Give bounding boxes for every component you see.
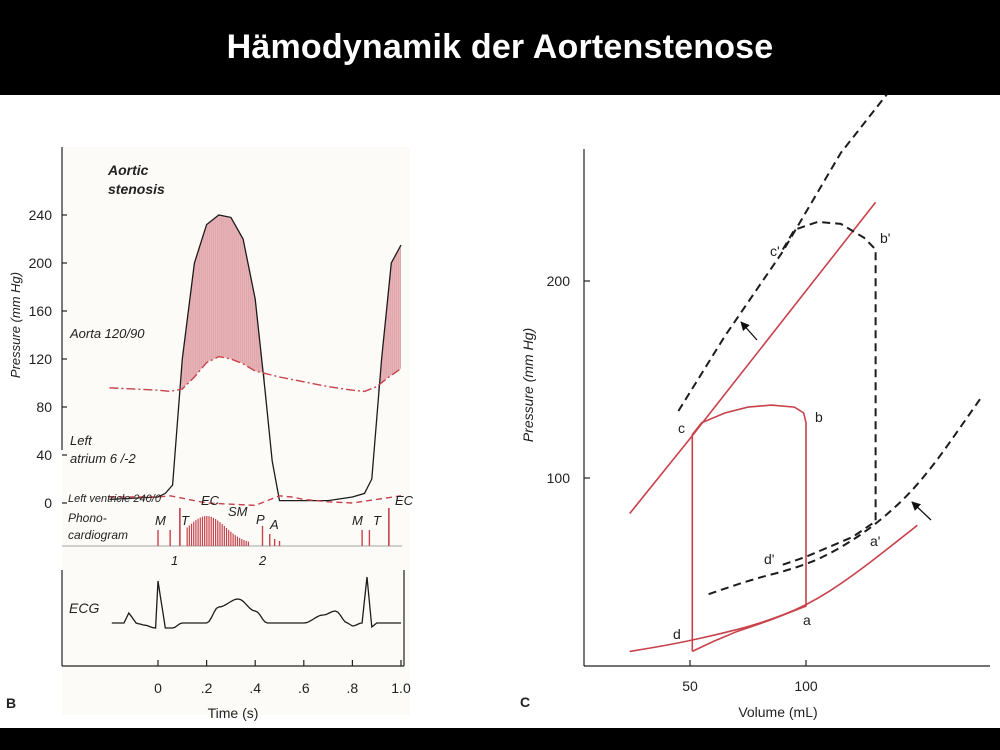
marker-m2: M bbox=[352, 513, 363, 528]
panel-c-pressure-volume: 200 100 50 100 Pressure (mm Hg) Volume (mL… bbox=[520, 93, 990, 720]
point-b: b bbox=[815, 409, 823, 425]
c-y-ticks: 200 100 bbox=[547, 273, 590, 486]
normal-espvr-line bbox=[629, 201, 877, 515]
marker-a: A bbox=[269, 517, 279, 532]
point-d-prime: d' bbox=[764, 551, 774, 567]
left-ventricle-label: Left ventricle 240/0 bbox=[68, 493, 162, 505]
c-y-axis-label: Pressure (mm Hg) bbox=[520, 328, 536, 442]
b-x-ticks: 0 .2 .4 .6 .8 1.0 bbox=[154, 660, 411, 696]
c-x-axis-label: Volume (mL) bbox=[738, 704, 817, 720]
marker-ec1: EC bbox=[201, 493, 220, 508]
aorta-label: Aorta 120/90 bbox=[69, 326, 145, 341]
marker-m1: M bbox=[155, 513, 166, 528]
phonocardiogram-trace bbox=[157, 508, 390, 546]
b-y-tick-label: 120 bbox=[29, 351, 53, 367]
heart-sound-2: 2 bbox=[258, 553, 267, 568]
stenosis-espvr-line bbox=[677, 93, 888, 412]
heart-sound-1: 1 bbox=[171, 553, 178, 568]
b-x-axis-label: Time (s) bbox=[208, 705, 259, 721]
left-atrium-label-line1: Left bbox=[70, 433, 93, 448]
slide-title: Hämodynamik der Aortenstenose bbox=[226, 28, 774, 66]
edpvr-shift-arrow bbox=[911, 501, 932, 521]
marker-ec2: EC bbox=[395, 493, 414, 508]
point-c: c bbox=[678, 420, 685, 436]
b-y-tick-label: 0 bbox=[44, 495, 52, 511]
aortic-stenosis-heading-line1: Aortic bbox=[107, 162, 149, 178]
ecg-label: ECG bbox=[69, 600, 99, 616]
point-a: a bbox=[803, 612, 811, 628]
stenosis-edpvr-curve bbox=[708, 398, 981, 596]
b-y-tick-label: 80 bbox=[36, 399, 52, 415]
c-y-tick-label: 100 bbox=[547, 470, 571, 486]
espvr-shift-arrow bbox=[740, 321, 758, 341]
b-x-tick-label: .2 bbox=[201, 680, 213, 696]
c-y-tick-label: 200 bbox=[547, 273, 571, 289]
panel-b-letter: B bbox=[6, 695, 16, 711]
point-c-prime: c' bbox=[770, 243, 780, 259]
aortic-stenosis-heading-line2: stenosis bbox=[108, 181, 165, 197]
stenosis-pv-loop bbox=[781, 220, 877, 566]
b-x-tick-label: .6 bbox=[298, 680, 310, 696]
title-bar: Hämodynamik der Aortenstenose bbox=[0, 0, 1000, 95]
c-x-tick-label: 100 bbox=[794, 678, 818, 694]
b-y-axis-label: Pressure (mm Hg) bbox=[8, 272, 23, 378]
ecg-trace bbox=[111, 576, 401, 629]
marker-t2: T bbox=[373, 513, 382, 528]
marker-p: P bbox=[256, 512, 265, 527]
b-y-tick-label: 40 bbox=[36, 447, 52, 463]
point-a-prime: a' bbox=[870, 533, 880, 549]
point-d: d bbox=[673, 626, 681, 642]
b-x-tick-label: .4 bbox=[249, 680, 261, 696]
b-y-ticks: 240 200 160 120 80 40 0 bbox=[29, 207, 67, 511]
left-atrium-label-line2: atrium 6 /-2 bbox=[70, 451, 137, 466]
phonocardiogram-label-line1: Phono- bbox=[68, 511, 107, 525]
left-ventricle-pressure-curve bbox=[109, 214, 402, 502]
normal-pv-loop bbox=[691, 404, 807, 653]
b-x-tick-label: 0 bbox=[154, 680, 162, 696]
gradient-hatching bbox=[182, 217, 401, 388]
c-x-tick-label: 50 bbox=[682, 678, 698, 694]
marker-sm: SM bbox=[228, 504, 248, 519]
bottom-bar bbox=[0, 728, 1000, 750]
b-y-tick-label: 240 bbox=[29, 207, 53, 223]
b-x-tick-label: .8 bbox=[347, 680, 359, 696]
phonocardiogram-label-line2: cardiogram bbox=[68, 528, 128, 542]
stenosis-gradient-area-next-beat bbox=[377, 245, 401, 404]
left-atrium-pressure-curve bbox=[109, 495, 402, 507]
b-y-tick-label: 200 bbox=[29, 255, 53, 271]
figure-panel: 240 200 160 120 80 40 0 Pressure (mm Hg) Aorti… bbox=[0, 93, 1000, 728]
c-x-ticks: 50 100 bbox=[682, 660, 818, 694]
aorta-pressure-curve bbox=[109, 355, 402, 393]
marker-t1: T bbox=[181, 513, 190, 528]
b-x-tick-label: 1.0 bbox=[391, 680, 411, 696]
point-b-prime: b' bbox=[880, 230, 890, 246]
panel-c-letter: C bbox=[520, 694, 530, 710]
b-y-tick-label: 160 bbox=[29, 303, 53, 319]
